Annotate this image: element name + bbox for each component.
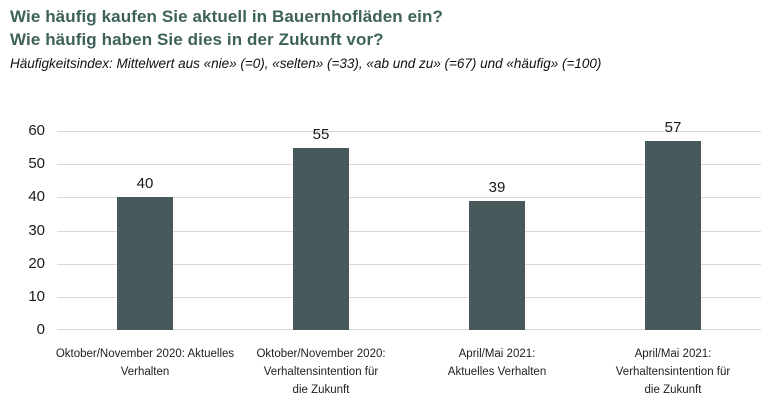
- bar-value-label: 40: [136, 175, 154, 192]
- y-tick-label: 50: [28, 155, 45, 172]
- x-axis-labels: Oktober/November 2020: Aktuelles Verhalt…: [55, 345, 761, 401]
- x-axis-label: April/Mai 2021: Verhaltensintention für …: [615, 348, 731, 396]
- bar: [469, 201, 525, 330]
- y-tick-label: 0: [36, 321, 45, 338]
- gridline: [57, 297, 761, 298]
- bar-value-label: 57: [664, 119, 682, 136]
- x-axis-label: April/Mai 2021: Aktuelles Verhalten: [447, 348, 547, 378]
- bar-value-label: 39: [488, 179, 506, 196]
- bar: [117, 197, 173, 330]
- gridline: [57, 329, 761, 330]
- y-tick-label: 10: [28, 288, 45, 305]
- y-axis: 0 10 20 30 40 50 60: [0, 122, 45, 338]
- x-axis-label: Oktober/November 2020: Aktuelles Verhalt…: [55, 348, 235, 378]
- plot-area: 40 55 39 57: [57, 120, 761, 330]
- y-tick-label: 20: [28, 255, 45, 272]
- gridline: [57, 197, 761, 198]
- gridline: [57, 164, 761, 165]
- y-tick-label: 40: [28, 188, 45, 205]
- chart-subtitle: Häufigkeitsindex: Mittelwert aus «nie» (…: [10, 56, 602, 71]
- chart-title-line-1: Wie häufig kaufen Sie aktuell in Bauernh…: [10, 7, 443, 26]
- chart-title-line-2: Wie häufig haben Sie dies in der Zukunft…: [10, 30, 384, 49]
- chart-header: Wie häufig kaufen Sie aktuell in Bauernh…: [10, 5, 770, 72]
- bar: [645, 141, 701, 330]
- gridline: [57, 231, 761, 232]
- x-axis-label: Oktober/November 2020: Verhaltensintenti…: [256, 348, 386, 396]
- bar-value-label: 55: [312, 126, 330, 143]
- y-tick-label: 60: [28, 122, 45, 139]
- bar: [293, 148, 349, 330]
- gridline: [57, 131, 761, 132]
- gridline: [57, 264, 761, 265]
- y-tick-label: 30: [28, 222, 45, 239]
